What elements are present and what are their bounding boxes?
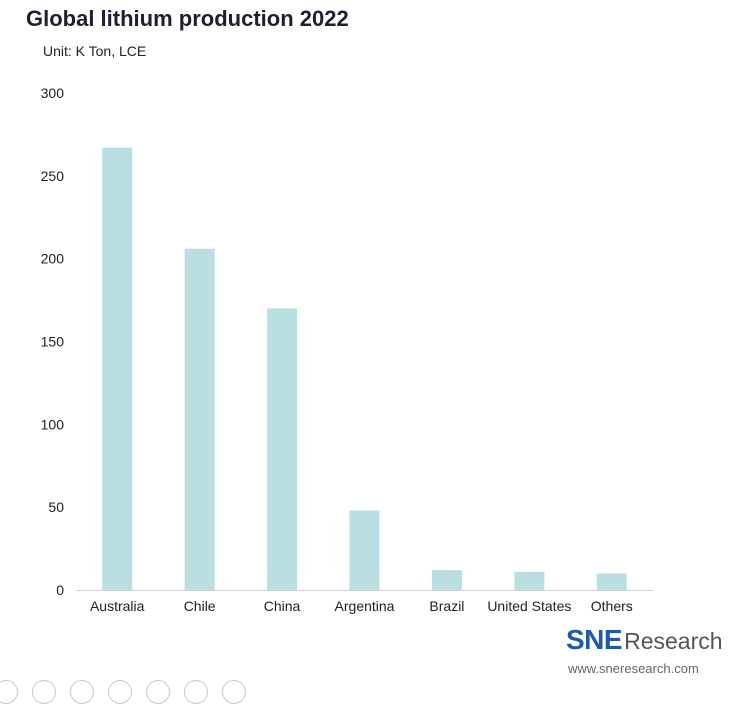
- bar-argentina: [349, 510, 380, 590]
- bar-others: [596, 573, 627, 590]
- logo-research-text: Research: [624, 628, 723, 654]
- toolbar-icon[interactable]: [108, 680, 132, 704]
- toolbar-icon[interactable]: [184, 680, 208, 704]
- y-tick-label: 200: [41, 251, 65, 267]
- toolbar-icon[interactable]: [146, 680, 170, 704]
- y-tick-label: 50: [48, 499, 64, 515]
- y-tick-label: 100: [41, 416, 65, 432]
- bar-brazil: [431, 570, 462, 590]
- bar-united-states: [514, 571, 545, 590]
- y-tick-label: 0: [56, 582, 64, 598]
- bar-china: [267, 308, 298, 590]
- x-tick-label: Chile: [184, 598, 216, 614]
- x-tick-label: United States: [487, 598, 571, 614]
- y-tick-label: 300: [41, 85, 65, 101]
- y-axis-ticks: 0 50 100 150 200 250 300: [41, 85, 65, 598]
- footer-toolbar: [0, 676, 260, 704]
- chart-title: Global lithium production 2022: [26, 6, 349, 31]
- bar-australia: [102, 147, 133, 591]
- toolbar-icon[interactable]: [0, 680, 18, 704]
- logo-url: www.sneresearch.com: [568, 661, 699, 676]
- sne-research-logo: SNEResearch www.sneresearch.com: [566, 624, 741, 680]
- x-tick-label: Others: [591, 598, 633, 614]
- x-tick-label: China: [264, 598, 301, 614]
- y-tick-label: 150: [41, 334, 65, 350]
- bars: [102, 147, 627, 591]
- chart-unit-label: Unit: K Ton, LCE: [43, 43, 147, 59]
- x-axis-ticks: Australia Chile China Argentina Brazil United…: [90, 598, 633, 614]
- bar-chile: [184, 248, 215, 590]
- y-tick-label: 250: [41, 168, 65, 184]
- x-tick-label: Australia: [90, 598, 145, 614]
- x-tick-label: Brazil: [429, 598, 464, 614]
- toolbar-icon[interactable]: [32, 680, 56, 704]
- toolbar-icon[interactable]: [222, 680, 246, 704]
- x-tick-label: Argentina: [335, 598, 395, 614]
- logo-sne-text: SNE: [566, 624, 623, 655]
- toolbar-icon[interactable]: [70, 680, 94, 704]
- bar-chart: 0 50 100 150 200 250 300 Australia Chile China Ar…: [41, 85, 653, 614]
